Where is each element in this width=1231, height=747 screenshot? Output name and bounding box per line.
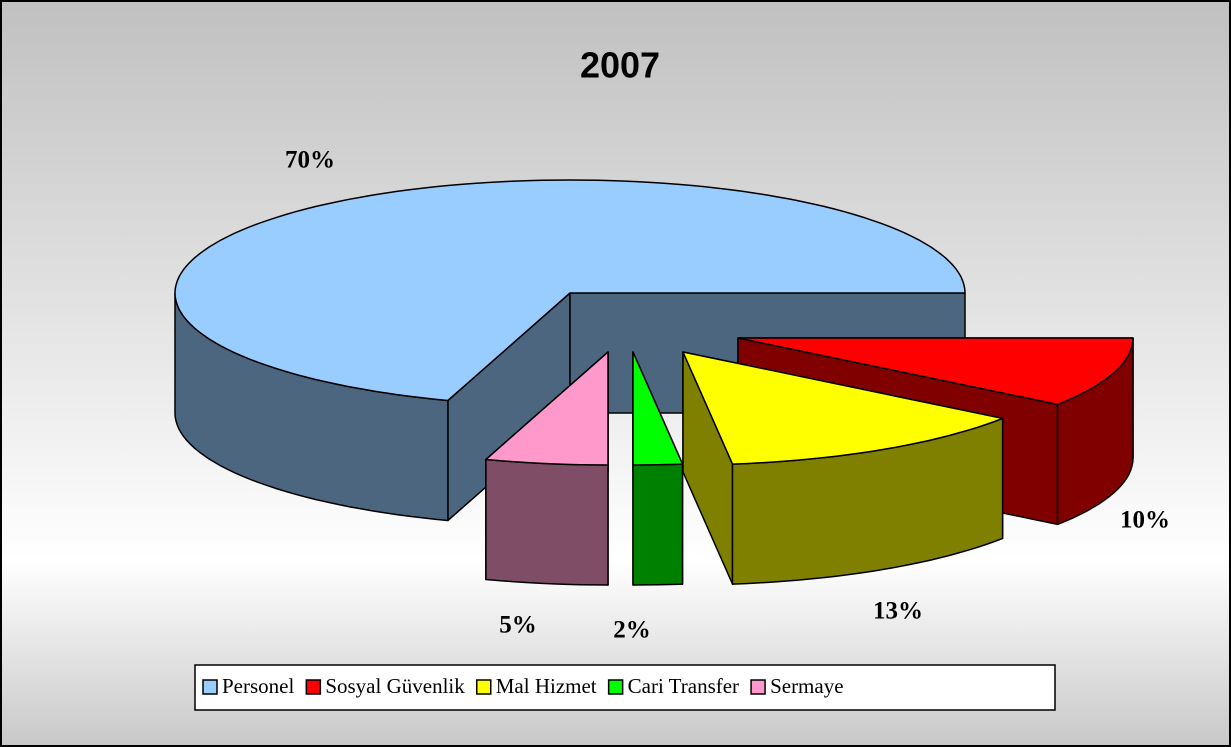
- slice-top: [174, 179, 966, 402]
- slice-wall: [485, 458, 609, 586]
- slice-wall: [632, 463, 684, 586]
- legend-label: Cari Transfer: [628, 674, 739, 698]
- legend-label: Personel: [222, 674, 294, 698]
- legend-box: [194, 664, 1056, 711]
- slice-top: [737, 337, 1134, 406]
- legend-swatch: [476, 679, 492, 695]
- slice-top: [485, 351, 609, 466]
- legend-swatch: [202, 679, 218, 695]
- data-label: 2%: [613, 617, 651, 644]
- legend: Personel Sosyal Güvenlik Mal Hizmet Cari Tr…: [202, 674, 844, 698]
- data-label: 5%: [499, 612, 537, 639]
- legend-label: Sosyal Güvenlik: [325, 674, 465, 698]
- legend-swatch: [305, 679, 322, 695]
- chart-title: 2007: [580, 45, 660, 86]
- legend-label: Mal Hizmet: [496, 674, 597, 698]
- legend-swatch: [607, 679, 624, 695]
- pie: 70% 10% 13% 2% 5%: [174, 147, 1170, 644]
- data-label: 13%: [873, 598, 923, 625]
- data-label: 70%: [285, 147, 335, 174]
- legend-swatch: [750, 679, 766, 695]
- legend-label: Sermaye: [770, 674, 843, 698]
- slice-top: [632, 351, 684, 466]
- data-label: 10%: [1120, 507, 1170, 534]
- slice-top: [682, 351, 1004, 465]
